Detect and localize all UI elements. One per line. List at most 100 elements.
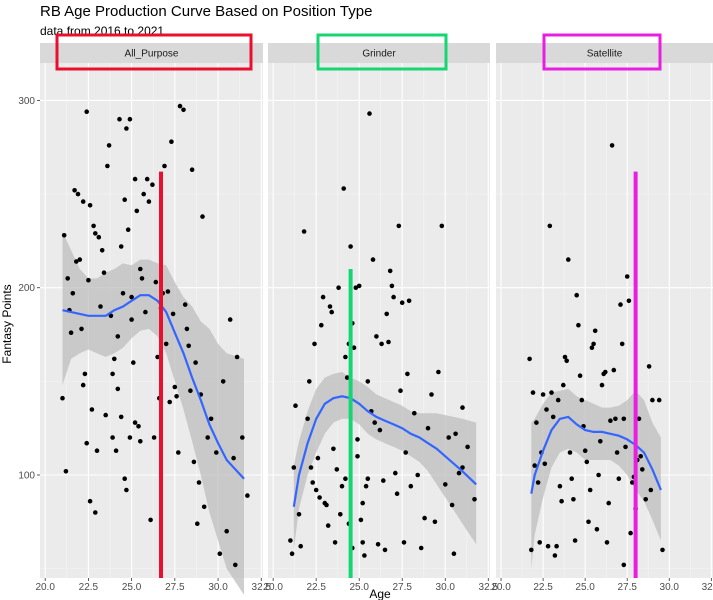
data-point: [348, 244, 353, 249]
data-point: [129, 294, 134, 300]
data-point: [233, 562, 238, 568]
data-point: [122, 197, 127, 202]
data-point: [356, 283, 362, 289]
data-point: [636, 416, 642, 422]
data-point: [136, 424, 141, 429]
data-point: [408, 483, 414, 489]
data-point: [169, 139, 174, 144]
data-point: [77, 257, 83, 262]
data-point: [234, 354, 240, 360]
data-point: [343, 354, 348, 360]
data-point: [552, 553, 558, 558]
data-point: [245, 493, 250, 498]
data-point: [240, 435, 245, 440]
data-point: [101, 270, 107, 276]
data-point: [355, 454, 360, 459]
data-point: [98, 304, 103, 309]
data-point: [355, 437, 360, 442]
data-point: [630, 480, 635, 485]
highlight-box: [316, 33, 448, 71]
data-point: [339, 483, 345, 489]
data-point: [224, 528, 229, 534]
data-point: [648, 487, 654, 493]
data-point: [60, 395, 65, 401]
data-point: [586, 519, 591, 525]
data-point: [176, 450, 181, 455]
data-point: [307, 379, 312, 384]
data-point: [569, 476, 574, 482]
data-point: [611, 367, 617, 373]
data-point: [80, 199, 86, 204]
data-point: [132, 176, 138, 182]
data-point: [124, 126, 129, 131]
data-point: [564, 358, 569, 364]
data-point: [70, 291, 76, 296]
data-point: [127, 435, 133, 440]
data-point: [103, 412, 108, 418]
data-point: [540, 392, 546, 397]
data-point: [360, 540, 366, 545]
data-point: [566, 257, 571, 262]
data-point: [108, 313, 114, 319]
data-point: [105, 163, 110, 169]
data-point: [599, 382, 605, 388]
data-point: [325, 523, 331, 528]
data-point: [138, 266, 143, 272]
data-point: [65, 276, 70, 281]
x-axis-title: Age: [369, 587, 391, 600]
data-point: [84, 109, 89, 114]
data-point: [182, 302, 188, 307]
data-point: [320, 294, 326, 300]
data-point: [63, 469, 69, 474]
data-point: [61, 233, 67, 238]
data-point: [425, 425, 431, 431]
data-point: [288, 538, 293, 543]
data-point: [296, 512, 302, 517]
data-point: [68, 330, 74, 336]
data-point: [353, 285, 359, 291]
data-point: [370, 257, 376, 262]
x-tick-label: 27.5: [165, 582, 185, 593]
data-point: [139, 276, 145, 281]
data-point: [74, 259, 79, 264]
data-point: [301, 229, 307, 234]
data-point: [472, 497, 477, 502]
data-point: [598, 439, 603, 444]
data-point: [436, 369, 441, 375]
data-point: [403, 450, 409, 455]
data-point: [527, 356, 532, 362]
data-point: [193, 360, 198, 365]
x-tick-label: 27.5: [617, 582, 637, 593]
data-point: [557, 483, 563, 489]
data-point: [650, 397, 655, 403]
data-point: [227, 317, 233, 322]
data-point: [640, 467, 645, 472]
data-point: [374, 334, 379, 339]
data-point: [537, 540, 542, 545]
data-point: [365, 379, 371, 384]
x-tick-label: 30.0: [660, 582, 680, 593]
data-point: [177, 103, 183, 109]
data-point: [155, 354, 160, 360]
data-point: [604, 540, 610, 545]
data-point: [608, 418, 613, 424]
data-point: [660, 547, 665, 553]
data-point: [621, 416, 627, 422]
data-point: [79, 326, 84, 332]
data-point: [80, 382, 86, 388]
data-point: [396, 223, 402, 229]
data-point: [542, 461, 548, 467]
data-point: [412, 410, 417, 416]
data-point: [398, 388, 403, 394]
data-point: [298, 543, 304, 549]
data-point: [619, 341, 625, 347]
data-point: [96, 234, 102, 240]
data-point: [310, 480, 316, 485]
facet-strip-label: Grinder: [362, 49, 396, 60]
data-point: [134, 208, 140, 214]
data-point: [196, 480, 202, 485]
data-point: [618, 302, 623, 307]
data-point: [341, 186, 347, 191]
data-point: [529, 547, 534, 553]
